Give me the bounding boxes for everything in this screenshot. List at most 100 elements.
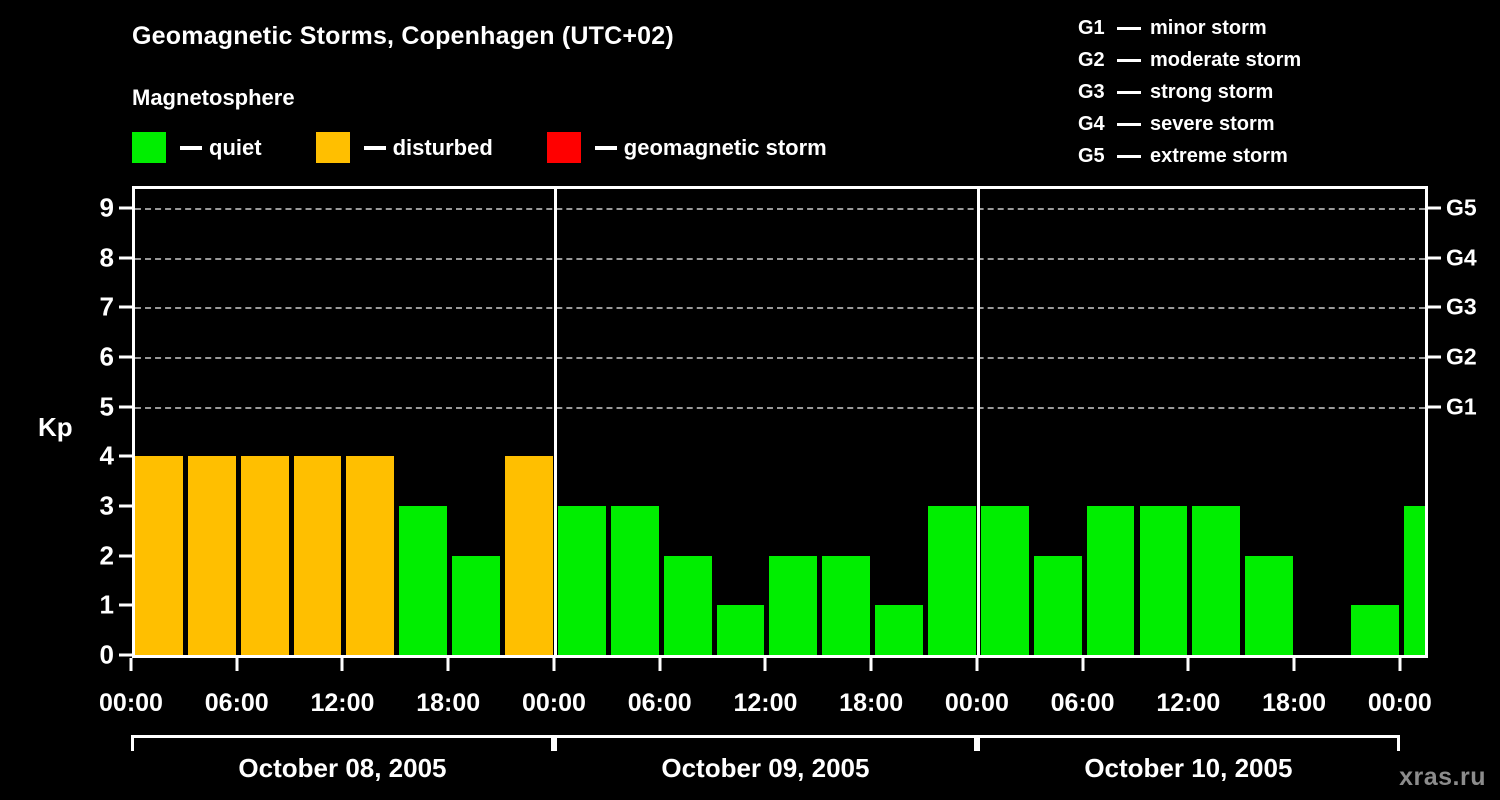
bar-kp	[663, 555, 712, 655]
g-tick-label-G2: G2	[1446, 343, 1477, 370]
y-axis-title: Kp	[38, 412, 73, 442]
g-tick-label-G5: G5	[1446, 194, 1477, 221]
bar-kp	[769, 555, 818, 655]
day-bracket	[553, 735, 977, 751]
magnetosphere-label: Magnetosphere	[132, 85, 295, 110]
x-tick-label: 18:00	[416, 689, 481, 717]
g-scale-dash-icon	[1117, 154, 1141, 158]
x-tick-label: 06:00	[627, 689, 692, 717]
x-tick-mark	[1081, 658, 1085, 671]
x-tick-mark	[446, 658, 450, 671]
g-scale-desc: minor storm	[1150, 16, 1267, 39]
day-divider	[553, 189, 557, 655]
y-tick-mark	[119, 454, 132, 458]
x-tick-mark	[763, 658, 767, 671]
y-tick-label-7: 7	[99, 291, 114, 322]
x-tick-mark	[1186, 658, 1190, 671]
g-tick-mark	[1428, 405, 1441, 409]
g-scale-desc: severe storm	[1150, 112, 1275, 135]
bar-kp	[135, 456, 183, 655]
x-tick-label: 06:00	[204, 689, 269, 717]
x-tick-mark	[1292, 658, 1296, 671]
bar-kp	[1245, 555, 1294, 655]
g-scale-desc: moderate storm	[1150, 48, 1302, 71]
legend-dash-icon	[363, 145, 386, 150]
g-scale-dash-icon	[1117, 122, 1141, 126]
g-tick-mark	[1428, 206, 1441, 210]
bar-kp	[1086, 505, 1135, 655]
legend-item-quiet: quiet	[132, 132, 262, 163]
x-tick-label: 00:00	[99, 689, 163, 717]
x-tick-label: 12:00	[733, 689, 798, 717]
g-scale-dash-icon	[1117, 90, 1141, 94]
g-scale-code: G2	[1078, 48, 1105, 71]
legend-label-geomagnetic-storm: geomagnetic storm	[623, 134, 827, 160]
g-tick-mark	[1428, 305, 1441, 309]
gridline-kp-7	[135, 307, 1425, 310]
legend-label-disturbed: disturbed	[392, 134, 493, 160]
y-tick-mark	[119, 554, 132, 558]
bar-kp	[346, 456, 395, 655]
y-tick-mark	[119, 405, 132, 409]
day-divider	[976, 189, 980, 655]
day-label: October 08, 2005	[238, 753, 447, 783]
legend-item-disturbed: disturbed	[315, 132, 493, 163]
g-scale-dash-icon	[1117, 58, 1141, 62]
g-scale-desc: strong storm	[1150, 80, 1274, 103]
bar-kp	[187, 456, 236, 655]
gridline-kp-5	[135, 406, 1425, 409]
legend-swatch-quiet-icon	[132, 132, 166, 163]
legend-swatch-storm-icon	[546, 132, 581, 163]
watermark: xras.ru	[1399, 763, 1486, 791]
legend-item-geomagnetic-storm: geomagnetic storm	[546, 132, 827, 163]
g-scale-code: G4	[1078, 112, 1105, 135]
g-tick-label-G3: G3	[1446, 293, 1477, 320]
y-tick-label-9: 9	[99, 192, 114, 223]
g-tick-label-G1: G1	[1446, 393, 1477, 420]
day-label: October 10, 2005	[1084, 753, 1293, 783]
bar-kp	[1403, 505, 1425, 655]
plot-area	[132, 186, 1428, 658]
gridline-kp-8	[135, 257, 1425, 260]
g-tick-mark	[1428, 355, 1441, 359]
y-tick-label-5: 5	[99, 391, 114, 422]
plot-inner	[135, 189, 1425, 655]
x-tick-label: 18:00	[839, 689, 904, 717]
y-tick-label-0: 0	[99, 639, 114, 670]
bar-kp	[716, 605, 765, 655]
y-tick-label-1: 1	[99, 589, 114, 620]
bar-kp	[505, 456, 553, 655]
g-tick-mark	[1428, 256, 1441, 260]
legend-dash-icon	[594, 145, 617, 150]
day-bracket	[131, 735, 554, 751]
bar-kp	[928, 505, 976, 655]
x-tick-label: 00:00	[521, 689, 586, 717]
g-scale-code: G5	[1078, 144, 1105, 167]
color-legend: quiet disturbed geomagnetic storm	[132, 132, 827, 163]
y-tick-label-2: 2	[99, 540, 114, 571]
bar-kp	[1192, 505, 1241, 655]
bar-kp	[452, 555, 501, 655]
bar-kp	[610, 505, 659, 655]
bar-kp	[1033, 555, 1082, 655]
gridline-kp-9	[135, 207, 1425, 210]
x-tick-label: 12:00	[310, 689, 375, 717]
y-tick-label-3: 3	[99, 490, 114, 521]
page-title: Geomagnetic Storms, Copenhagen (UTC+02)	[132, 22, 674, 50]
g-scale-desc: extreme storm	[1150, 144, 1288, 167]
g-scale-legend: G1 minor storm G2 moderate storm G3 stro…	[1078, 12, 1301, 172]
y-tick-mark	[119, 504, 132, 508]
x-tick-label: 00:00	[944, 689, 1009, 717]
y-tick-label-4: 4	[99, 440, 114, 471]
g-scale-code: G3	[1078, 80, 1105, 103]
x-tick-label: 12:00	[1156, 689, 1221, 717]
legend-dash-icon	[180, 145, 202, 150]
y-tick-mark	[119, 305, 132, 309]
y-tick-mark	[119, 653, 132, 657]
bar-kp	[399, 505, 448, 655]
x-tick-mark	[658, 658, 662, 671]
x-tick-mark	[129, 658, 133, 671]
g-scale-row: G1 minor storm	[1078, 12, 1301, 44]
bar-kp	[557, 505, 606, 655]
y-tick-mark	[119, 603, 132, 607]
